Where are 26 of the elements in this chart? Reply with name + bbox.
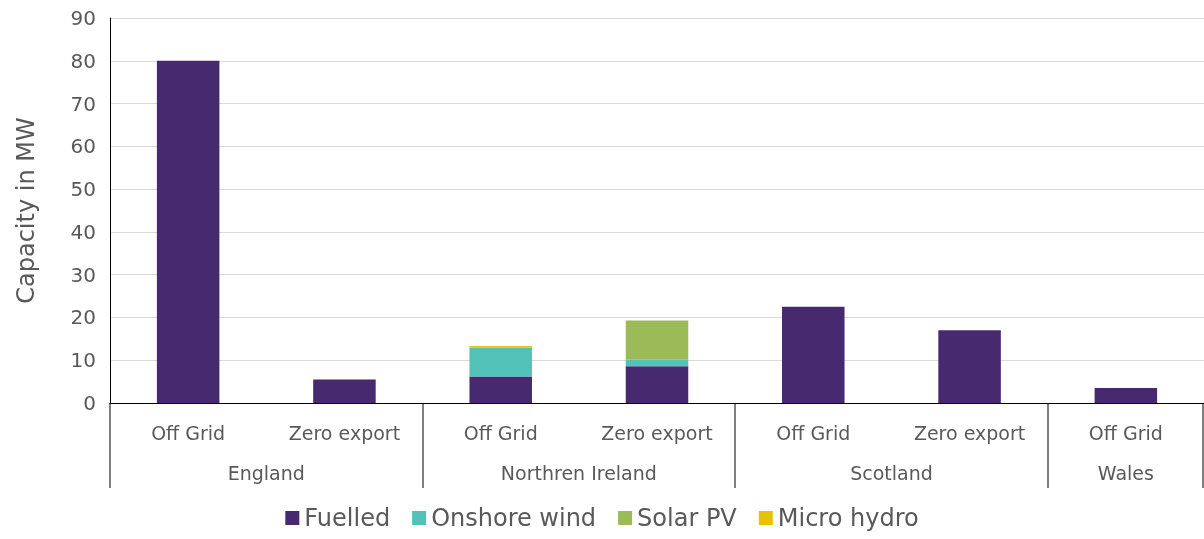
text: Wales	[1097, 462, 1154, 484]
y-tick-label: 10	[70, 348, 96, 373]
legend-label: Solar PV	[637, 504, 738, 532]
y-tick-label: 0	[83, 391, 96, 415]
y-tick-label: 90	[70, 6, 96, 30]
x-tick-label: Off Grid	[151, 421, 226, 444]
x-tick-label: Off Grid	[776, 421, 851, 444]
y-tick-label: 50	[70, 177, 96, 202]
legend-label: Fuelled	[304, 504, 391, 532]
y-tick-label: 20	[70, 305, 96, 330]
y-tick-label: 40	[70, 219, 96, 244]
y-tick-label: 80	[70, 48, 96, 73]
x-tick-label: Off Grid	[1088, 421, 1163, 444]
x-tick-label: Zero export	[601, 421, 713, 444]
x-tick-label: Zero export	[913, 421, 1026, 444]
legend-label: Micro hydro	[777, 504, 919, 532]
text: England	[227, 462, 305, 484]
y-axis-title: Capacity in MW	[12, 117, 40, 304]
y-tick-label: 70	[70, 91, 96, 116]
y-tick-label: 30	[70, 262, 96, 287]
legend-label: Onshore wind	[431, 504, 597, 532]
x-tick-label: Zero export	[288, 421, 401, 444]
x-tick-label: Off Grid	[463, 421, 538, 444]
y-tick-label: 60	[70, 134, 96, 159]
text: Scotland	[850, 462, 933, 484]
text: Northren Ireland	[500, 462, 657, 484]
